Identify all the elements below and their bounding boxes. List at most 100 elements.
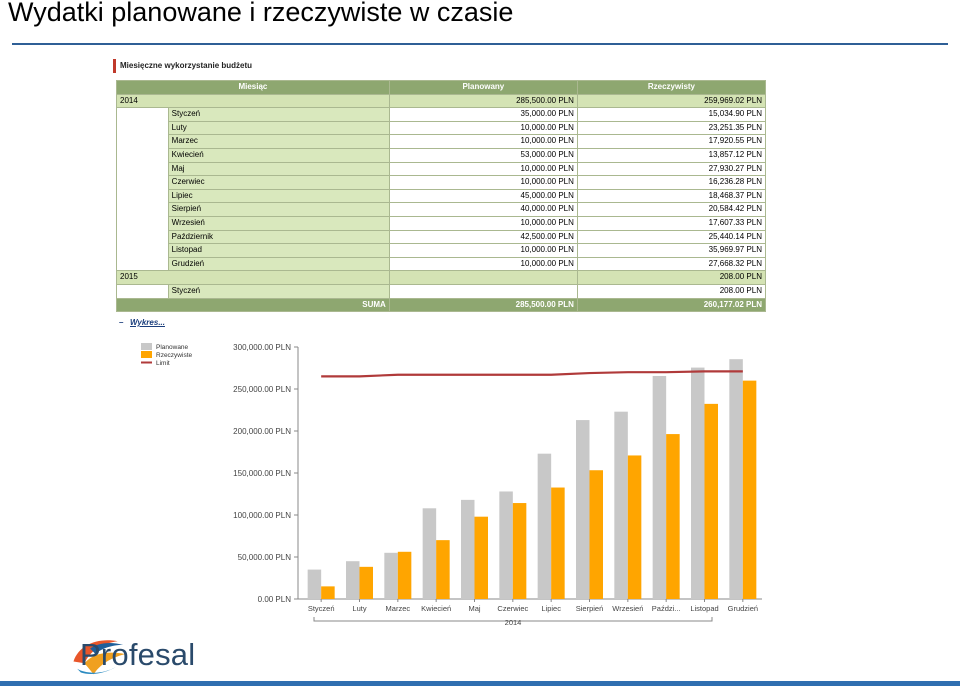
bar-planned [307,569,322,599]
bar-planned [729,359,743,599]
month-cell: Wrzesień [167,215,390,231]
x-tick-label: Wrzesień [612,604,643,613]
month-cell: Marzec [167,134,390,149]
bar-actual [627,455,642,599]
month-cell: Styczeń [167,107,390,122]
month-cell: Listopad [167,243,390,258]
bar-planned [422,508,437,599]
legend-label: Limit [156,360,170,367]
year-planned-cell [388,270,578,285]
budget-table: Miesiąc Planowany Rzeczywisty 2014 285,50… [116,80,767,313]
brand-name: Profesal [80,637,196,672]
x-tick-label: Styczeń [308,604,335,613]
legend-swatch [141,343,152,350]
x-tick-label: Marzec [386,604,411,613]
bar-actual [397,551,412,599]
month-cell: Październik [167,229,390,245]
month-cell: Luty [167,120,390,136]
x-tick-label: Grudzień [728,604,758,613]
actual-cell: 16,236.28 PLN [576,175,767,190]
year-cell[interactable]: 2015 [116,270,390,285]
bar-actual [474,516,488,599]
bar-planned [537,453,552,599]
title-divider [12,43,948,45]
y-tick-label: 300,000.00 PLN [233,343,291,352]
planned-cell: 10,000.00 PLN [388,134,578,149]
planned-cell: 53,000.00 PLN [388,147,578,163]
x-tick-label: Paździ... [652,604,681,613]
x-tick-label: Czerwiec [497,604,528,613]
actual-cell: 25,440.14 PLN [576,229,767,245]
table-row: Czerwiec 10,000.00 PLN 16,236.28 PLN [117,175,767,190]
year-row: 2014 285,500.00 PLN 259,969.02 PLN [116,93,767,109]
year-planned-cell: 285,500.00 PLN [388,93,578,109]
actual-cell: 208.00 PLN [576,283,767,299]
sum-label: SUMA [116,297,390,313]
actual-cell: 13,857.12 PLN [576,147,767,163]
bar-actual [321,586,335,599]
y-tick-label: 200,000.00 PLN [233,427,291,436]
x-tick-label: Luty [352,604,366,613]
bar-actual [742,380,757,599]
table-row: Wrzesień 10,000.00 PLN 17,607.33 PLN [117,215,767,231]
bar-actual [359,566,373,599]
table-row: Maj 10,000.00 PLN 27,930.27 PLN [117,161,767,177]
year-row: 2015 208.00 PLN [116,270,767,285]
x-tick-label: Lipiec [541,604,561,613]
month-cell: Grudzień [167,256,390,272]
chart-toggle[interactable]: – Wykres... [119,318,165,327]
y-tick-label: 250,000.00 PLN [233,385,291,394]
legend-label: Planowane [156,344,189,351]
y-tick-label: 50,000.00 PLN [238,553,292,562]
month-cell: Sierpień [167,202,390,217]
y-tick-label: 150,000.00 PLN [233,469,291,478]
planned-cell: 42,500.00 PLN [388,229,578,245]
sum-actual-cell: 260,177.02 PLN [576,297,767,313]
bar-actual [589,470,603,599]
actual-cell: 18,468.37 PLN [576,188,767,204]
table-header-row: Miesiąc Planowany Rzeczywisty [116,80,767,95]
sum-row: SUMA 285,500.00 PLN 260,177.02 PLN [116,297,767,313]
table-row: Grudzień 10,000.00 PLN 27,668.32 PLN [117,256,767,272]
actual-cell: 27,930.27 PLN [576,161,767,177]
bar-actual [666,434,680,599]
sum-planned-cell: 285,500.00 PLN [388,297,578,313]
table-row: Styczeń 35,000.00 PLN 15,034.90 PLN [116,107,767,272]
year-spacer-cell [116,107,169,272]
month-cell: Maj [167,161,390,177]
x-tick-label: Kwiecień [421,604,451,613]
bar-planned [652,375,667,599]
table-row: Kwiecień 53,000.00 PLN 13,857.12 PLN [117,147,767,163]
group-bracket [313,617,713,622]
y-tick-label: 0.00 PLN [258,595,292,604]
actual-cell: 35,969.97 PLN [576,243,767,258]
minus-icon: – [119,318,124,327]
x-tick-label: Maj [468,604,480,613]
planned-cell: 35,000.00 PLN [388,107,578,122]
year-spacer-cell [116,283,169,299]
planned-cell: 10,000.00 PLN [388,215,578,231]
profesal-swirl-icon [73,640,125,675]
bar-actual [512,503,527,599]
table-row: Sierpień 40,000.00 PLN 20,584.42 PLN [117,202,767,217]
year-actual-cell: 208.00 PLN [576,270,767,285]
bar-actual [551,487,565,599]
x-tick-label: Listopad [690,604,718,613]
table-row: Marzec 10,000.00 PLN 17,920.55 PLN [117,134,767,149]
x-tick-label: Sierpień [576,604,604,613]
bar-planned [576,420,590,599]
footer-divider [0,681,960,686]
budget-table-body: 2014 285,500.00 PLN 259,969.02 PLN Styczeń 3… [116,93,767,313]
actual-cell: 27,668.32 PLN [576,256,767,272]
slide-title: Wydatki planowane i rzeczywiste w czasie [8,0,514,27]
bar-planned [461,499,475,599]
bar-planned [346,561,360,599]
line-limit [321,370,743,378]
chart-toggle-label: Wykres... [130,318,165,327]
table-row: Styczeń 208.00 PLN [116,283,767,299]
bar-actual [704,403,718,599]
legend-swatch [141,351,152,358]
table-row: Luty 10,000.00 PLN 23,251.35 PLN [117,120,767,136]
planned-cell: 10,000.00 PLN [388,175,578,190]
